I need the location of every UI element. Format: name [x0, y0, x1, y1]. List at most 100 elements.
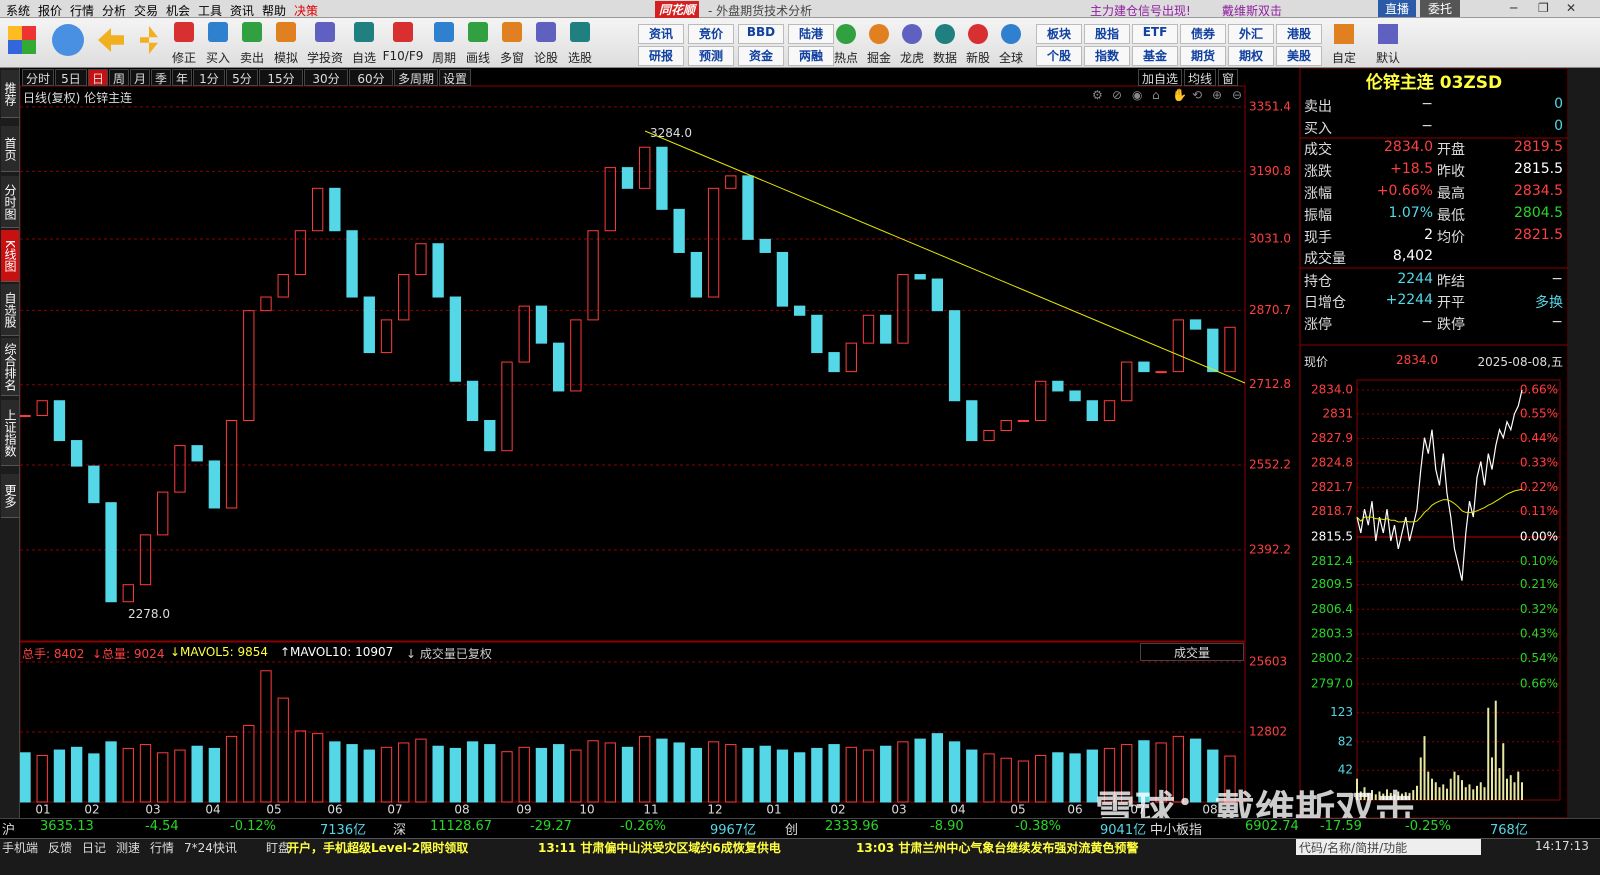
toolbar-button[interactable]: F10/F9: [382, 49, 424, 63]
menu-item[interactable]: 分析: [102, 4, 127, 18]
sidebar-tab[interactable]: 综合排名: [1, 338, 19, 396]
chart-icon[interactable]: ⊘: [1112, 88, 1123, 102]
chart-icon[interactable]: ◉: [1132, 88, 1143, 102]
news-item[interactable]: 13:11 甘肃偏中山洪受灾区域约6成恢复供电: [538, 841, 781, 855]
toolbar-button[interactable]: 债券: [1180, 24, 1226, 44]
period-tab[interactable]: 年: [172, 69, 192, 86]
menu-item[interactable]: 系统: [6, 4, 31, 18]
promo[interactable]: 主力建仓信号出现!: [1090, 4, 1191, 18]
period-tab[interactable]: 设置: [439, 69, 471, 86]
menu-item[interactable]: 帮助: [262, 4, 287, 18]
status-item[interactable]: 盯盘: [266, 841, 291, 855]
toolbar-icon[interactable]: [836, 24, 856, 44]
menu-item[interactable]: 行情: [70, 4, 95, 18]
window-control[interactable]: ─: [1510, 1, 1518, 15]
status-item[interactable]: 7*24快讯: [184, 841, 237, 855]
period-tab[interactable]: 5分: [226, 69, 258, 86]
toolbar-icon[interactable]: [869, 24, 889, 44]
toolbar-icon[interactable]: [208, 22, 228, 42]
toolbar-button[interactable]: 掘金: [866, 51, 891, 65]
toolbar-button[interactable]: 板块: [1036, 24, 1082, 44]
toolbar-button[interactable]: 期货: [1180, 46, 1226, 66]
toolbar-button[interactable]: 资金: [738, 46, 784, 66]
chart-icon[interactable]: ⊕: [1212, 88, 1223, 102]
top-button[interactable]: 直播: [1378, 0, 1416, 17]
toolbar-button[interactable]: 外汇: [1228, 24, 1274, 44]
toolbar-icon[interactable]: [242, 22, 262, 42]
toolbar-icon[interactable]: [902, 24, 922, 44]
period-tab[interactable]: 分时: [22, 69, 54, 86]
toolbar-button[interactable]: 画线: [465, 51, 490, 65]
toolbar-button[interactable]: 选股: [567, 51, 592, 65]
toolbar-button[interactable]: 新股: [965, 51, 990, 65]
chart-tool[interactable]: 加自选: [1138, 69, 1182, 86]
toolbar-button[interactable]: 港股: [1276, 24, 1322, 44]
toolbar-icon[interactable]: [276, 22, 296, 42]
toolbar-icon[interactable]: [1334, 24, 1354, 44]
toolbar-icon[interactable]: [8, 26, 36, 54]
toolbar-button[interactable]: 多窗: [499, 51, 524, 65]
period-tab[interactable]: 60分: [349, 69, 393, 86]
toolbar-icon[interactable]: [315, 22, 335, 42]
toolbar-button[interactable]: 默认: [1375, 51, 1400, 65]
toolbar-button[interactable]: 自定: [1331, 51, 1356, 65]
toolbar-button[interactable]: 美股: [1276, 46, 1322, 66]
period-tab[interactable]: 5日: [55, 69, 87, 86]
toolbar-button[interactable]: 卖出: [239, 51, 264, 65]
toolbar-icon[interactable]: [434, 22, 454, 42]
toolbar-icon[interactable]: [174, 22, 194, 42]
toolbar-button[interactable]: 指数: [1084, 46, 1130, 66]
toolbar-button[interactable]: 个股: [1036, 46, 1082, 66]
sidebar-tab[interactable]: 分时图: [1, 176, 19, 228]
toolbar-button[interactable]: 期权: [1228, 46, 1274, 66]
toolbar-icon[interactable]: [393, 22, 413, 42]
toolbar-icon[interactable]: [968, 24, 988, 44]
toolbar-button[interactable]: 数据: [932, 51, 957, 65]
period-tab[interactable]: 30分: [304, 69, 348, 86]
chart-icon[interactable]: ⊖: [1232, 88, 1243, 102]
period-tab[interactable]: 月: [130, 69, 150, 86]
chart-icon[interactable]: ⚙: [1092, 88, 1103, 102]
period-tab[interactable]: 季: [151, 69, 171, 86]
volume-selector[interactable]: 成交量: [1140, 643, 1244, 661]
chart-tool[interactable]: 均线: [1184, 69, 1216, 86]
toolbar-button[interactable]: 买入: [205, 51, 230, 65]
toolbar-icon[interactable]: [52, 24, 84, 56]
menu-item[interactable]: 机会: [166, 4, 191, 18]
toolbar-button[interactable]: 修正: [171, 51, 196, 65]
chart-icon[interactable]: ⌂: [1152, 88, 1160, 102]
toolbar-button[interactable]: 基金: [1132, 46, 1178, 66]
status-item[interactable]: 测速: [116, 841, 141, 855]
window-control[interactable]: ✕: [1566, 1, 1577, 15]
period-tab[interactable]: 多周期: [394, 69, 438, 86]
sidebar-tab[interactable]: 自选股: [1, 284, 19, 336]
toolbar-icon[interactable]: [468, 22, 488, 42]
sidebar-tab[interactable]: 首页: [1, 126, 19, 172]
toolbar-icon[interactable]: [502, 22, 522, 42]
toolbar-icon[interactable]: [536, 22, 556, 42]
news-item[interactable]: 开户，手机超级Level-2限时领取: [287, 841, 469, 855]
toolbar-button[interactable]: ETF: [1132, 24, 1178, 44]
toolbar-button[interactable]: 热点: [833, 51, 858, 65]
status-item[interactable]: 手机端: [2, 841, 39, 855]
toolbar-button[interactable]: BBD: [738, 24, 784, 44]
toolbar-button[interactable]: 竞价: [688, 24, 734, 44]
menu-item[interactable]: 决策: [294, 4, 319, 18]
toolbar-button[interactable]: 股指: [1084, 24, 1130, 44]
menu-item[interactable]: 报价: [38, 4, 63, 18]
toolbar-button[interactable]: 预测: [688, 46, 734, 66]
news-item[interactable]: 13:03 甘肃兰州中心气象台继续发布强对流黄色预警: [856, 841, 1139, 855]
period-tab[interactable]: 日: [88, 69, 108, 86]
period-tab[interactable]: 周: [109, 69, 129, 86]
toolbar-button[interactable]: 模拟: [273, 51, 298, 65]
menu-item[interactable]: 交易: [134, 4, 159, 18]
toolbar-icon[interactable]: [935, 24, 955, 44]
status-item[interactable]: 行情: [150, 841, 175, 855]
toolbar-button[interactable]: 周期: [431, 51, 456, 65]
menu-item[interactable]: 工具: [198, 4, 223, 18]
period-tab[interactable]: 15分: [259, 69, 303, 86]
sidebar-tab[interactable]: 上证指数: [1, 400, 19, 466]
toolbar-button[interactable]: 全球: [998, 51, 1023, 65]
toolbar-icon[interactable]: [1378, 24, 1398, 44]
toolbar-button[interactable]: 陆港: [788, 24, 834, 44]
